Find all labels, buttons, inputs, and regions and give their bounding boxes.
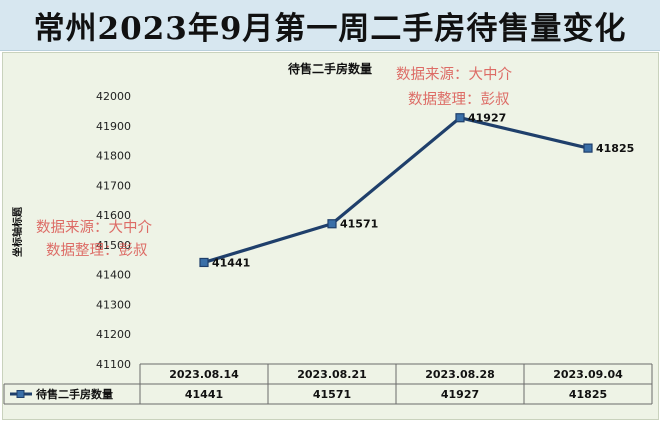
table-value-cell: 41441 xyxy=(185,388,223,401)
watermark-editor: 数据整理：彭叔 xyxy=(408,91,510,108)
y-tick-label: 41900 xyxy=(96,120,131,133)
data-label: 41825 xyxy=(596,142,634,155)
y-tick-label: 41600 xyxy=(96,209,131,222)
x-category-label: 2023.09.04 xyxy=(553,368,623,381)
data-point-marker xyxy=(455,113,465,123)
legend-series-name: 待售二手房数量 xyxy=(35,387,113,401)
data-point-marker xyxy=(199,257,209,268)
data-point-marker xyxy=(327,219,337,229)
x-category-label: 2023.08.21 xyxy=(297,368,367,381)
title-band: 常州2023年9月第一周二手房待售量变化 xyxy=(0,0,660,51)
table-value-cell: 41571 xyxy=(313,388,351,401)
page-title: 常州2023年9月第一周二手房待售量变化 xyxy=(33,10,627,47)
y-tick-label: 41500 xyxy=(96,239,131,252)
y-tick-label: 41100 xyxy=(96,358,131,371)
chart-title: 待售二手房数量 xyxy=(288,61,372,76)
plot-panel xyxy=(2,52,659,420)
series-line-group: 41441 41571 41927 41825 xyxy=(199,112,634,269)
data-table: 2023.08.14 2023.08.21 2023.08.28 2023.09.04… xyxy=(3,363,653,405)
watermark-source: 数据来源：大中介 xyxy=(396,66,512,83)
y-ticks: 42000 41900 41800 41700 41600 41500 41400 41300… xyxy=(96,90,131,371)
y-tick-label: 41300 xyxy=(96,298,131,311)
watermark-editor: 数据整理：彭叔 xyxy=(46,242,148,259)
data-label: 41571 xyxy=(340,218,378,231)
x-category-label: 2023.08.14 xyxy=(169,368,239,381)
y-tick-label: 41700 xyxy=(96,179,131,192)
data-point-marker xyxy=(583,143,593,153)
series-line xyxy=(203,116,589,264)
table-value-cell: 41825 xyxy=(569,388,607,401)
y-tick-label: 42000 xyxy=(96,90,131,103)
watermark-source: 数据来源：大中介 xyxy=(36,219,152,236)
y-tick-label: 41800 xyxy=(96,150,131,163)
data-label: 41441 xyxy=(212,256,250,269)
y-tick-label: 41200 xyxy=(96,328,131,341)
x-category-label: 2023.08.28 xyxy=(425,368,495,381)
y-tick-label: 41400 xyxy=(96,269,131,282)
table-value-cell: 41927 xyxy=(441,388,479,401)
y-axis-title: 坐标轴标题 xyxy=(11,206,24,257)
data-label: 41927 xyxy=(468,112,506,125)
legend-marker-swatch xyxy=(16,390,25,398)
